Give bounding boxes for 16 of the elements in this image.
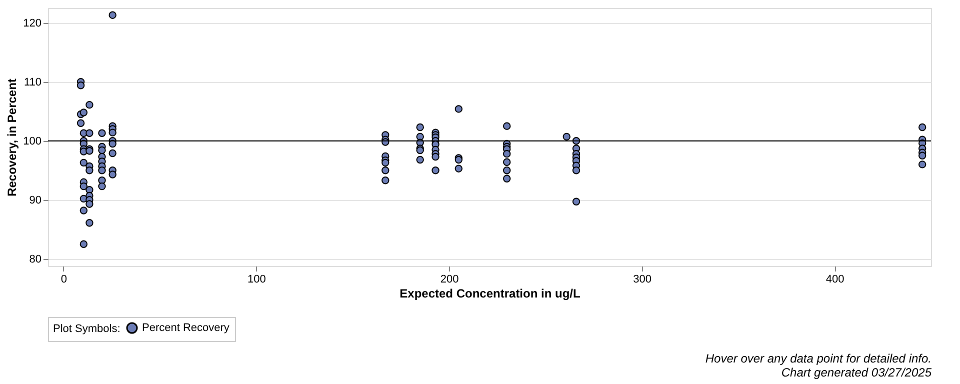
- legend-label: Percent Recovery: [142, 322, 230, 334]
- y-tick-label: 90: [29, 194, 42, 206]
- x-tick-label: 0: [60, 274, 67, 286]
- y-tick-label: 110: [24, 76, 42, 88]
- y-tick-label: 100: [23, 135, 42, 148]
- x-tick-label: 100: [248, 274, 266, 286]
- text: Chart generated 03/27/2025: [781, 366, 932, 380]
- y-axis-title: Recovery, in Percent: [5, 78, 20, 196]
- y-tick-label: 80: [29, 253, 42, 266]
- x-tick-label: 200: [440, 274, 459, 286]
- x-tick-label: 400: [826, 274, 844, 286]
- x-tick-label: 300: [633, 274, 652, 286]
- text: Hover over any data point for detailed info.: [705, 352, 932, 366]
- x-axis-title: Expected Concentration in ug/L: [400, 286, 580, 300]
- y-tick-label: 120: [23, 17, 42, 30]
- legend-title: Plot Symbols:: [53, 323, 120, 335]
